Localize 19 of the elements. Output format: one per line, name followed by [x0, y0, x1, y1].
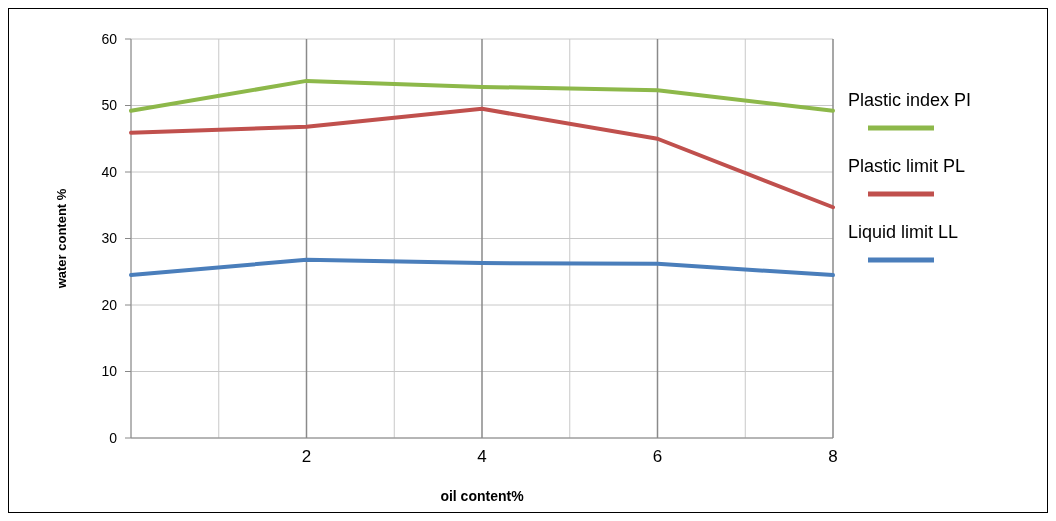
y-tick-label: 20	[101, 296, 118, 313]
line-series	[129, 78, 835, 113]
y-tick-label: 30	[101, 230, 118, 247]
y-axis-title: water content %	[54, 188, 69, 290]
y-tick-label: 50	[101, 97, 118, 114]
text: Liquid limit LL	[848, 222, 959, 242]
line-series	[129, 257, 835, 278]
y-tick-label: 0	[109, 429, 118, 446]
series-label: Plastic index PI	[848, 90, 972, 110]
y-tick-label: 10	[101, 363, 118, 380]
y-tick-label: 60	[101, 30, 118, 47]
x-tick-label: 4	[477, 447, 487, 466]
x-tick-label: 8	[828, 447, 838, 466]
series-label: Plastic limit PL	[848, 156, 966, 176]
x-tick-label: 2	[301, 447, 312, 466]
x-tick-label: 6	[652, 447, 663, 466]
x-axis-title: oil content%	[440, 488, 525, 504]
line-series	[129, 106, 835, 210]
y-tick-label: 40	[101, 163, 118, 180]
